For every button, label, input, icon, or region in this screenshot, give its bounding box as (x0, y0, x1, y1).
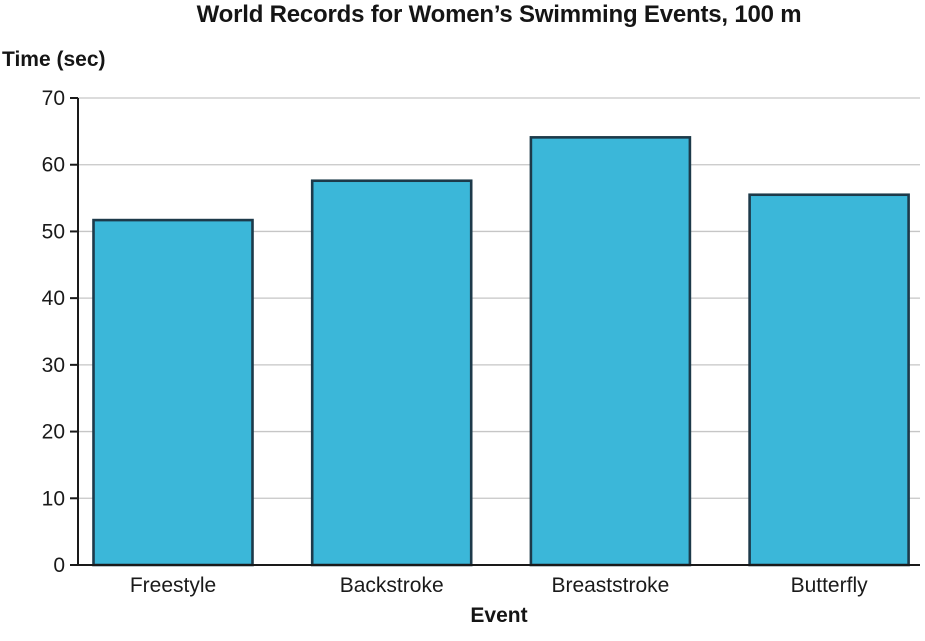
y-tick-label: 50 (42, 220, 65, 243)
bar-butterfly (748, 193, 910, 567)
bar-freestyle (92, 218, 254, 567)
y-tick-label: 20 (42, 421, 65, 444)
y-tick-label: 0 (53, 554, 65, 577)
x-axis-title: Event (470, 604, 528, 627)
y-axis-title: Time (sec) (2, 48, 106, 71)
x-category-label: Breaststroke (551, 574, 669, 597)
chart-title: World Records for Women’s Swimming Event… (196, 1, 802, 28)
x-category-label: Freestyle (130, 574, 216, 597)
y-tick-label: 30 (42, 354, 65, 377)
y-tick-label: 70 (42, 87, 65, 110)
bar-breaststroke (529, 136, 692, 567)
x-category-label: Backstroke (340, 574, 444, 597)
x-category-label: Butterfly (791, 574, 869, 597)
y-tick-label: 60 (42, 154, 65, 177)
bar-backstroke (310, 179, 473, 567)
y-tick-label: 40 (42, 287, 65, 310)
y-tick-label: 10 (42, 487, 65, 510)
